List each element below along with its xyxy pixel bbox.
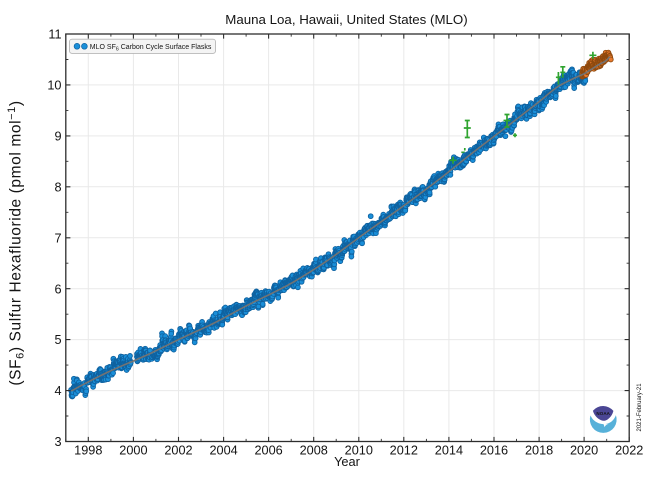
svg-text:2010: 2010 bbox=[345, 444, 373, 458]
svg-text:4: 4 bbox=[54, 384, 61, 398]
svg-text:5: 5 bbox=[54, 333, 61, 347]
svg-text:10: 10 bbox=[47, 79, 61, 93]
svg-text:2021-February-21: 2021-February-21 bbox=[637, 383, 643, 432]
svg-text:2018: 2018 bbox=[525, 444, 553, 458]
svg-text:2008: 2008 bbox=[300, 444, 328, 458]
svg-text:8: 8 bbox=[54, 180, 61, 194]
svg-text:2014: 2014 bbox=[435, 444, 463, 458]
svg-text:2000: 2000 bbox=[119, 444, 147, 458]
svg-text:6: 6 bbox=[54, 282, 61, 296]
svg-text:2006: 2006 bbox=[254, 444, 282, 458]
svg-text:3: 3 bbox=[54, 435, 61, 449]
svg-text:Mauna Loa, Hawaii, United Stat: Mauna Loa, Hawaii, United States (MLO) bbox=[225, 12, 467, 27]
svg-text:2022: 2022 bbox=[615, 444, 643, 458]
svg-text:2020: 2020 bbox=[570, 444, 598, 458]
svg-text:11: 11 bbox=[48, 28, 61, 42]
svg-text:MLO SF6 Carbon Cycle Surface F: MLO SF6 Carbon Cycle Surface Flasks bbox=[90, 44, 212, 52]
svg-text:2004: 2004 bbox=[209, 444, 237, 458]
svg-text:9: 9 bbox=[54, 130, 61, 144]
svg-text:2016: 2016 bbox=[480, 444, 508, 458]
svg-text:Year: Year bbox=[334, 454, 361, 469]
svg-text:7: 7 bbox=[54, 231, 61, 245]
svg-text:(SF6) Sulfur Hexafluoride (pmo: (SF6) Sulfur Hexafluoride (pmol mol−1) bbox=[6, 100, 27, 385]
svg-text:2002: 2002 bbox=[164, 444, 192, 458]
svg-text:NOAA: NOAA bbox=[596, 411, 610, 416]
svg-text:2012: 2012 bbox=[390, 444, 418, 458]
svg-text:1998: 1998 bbox=[74, 444, 102, 458]
